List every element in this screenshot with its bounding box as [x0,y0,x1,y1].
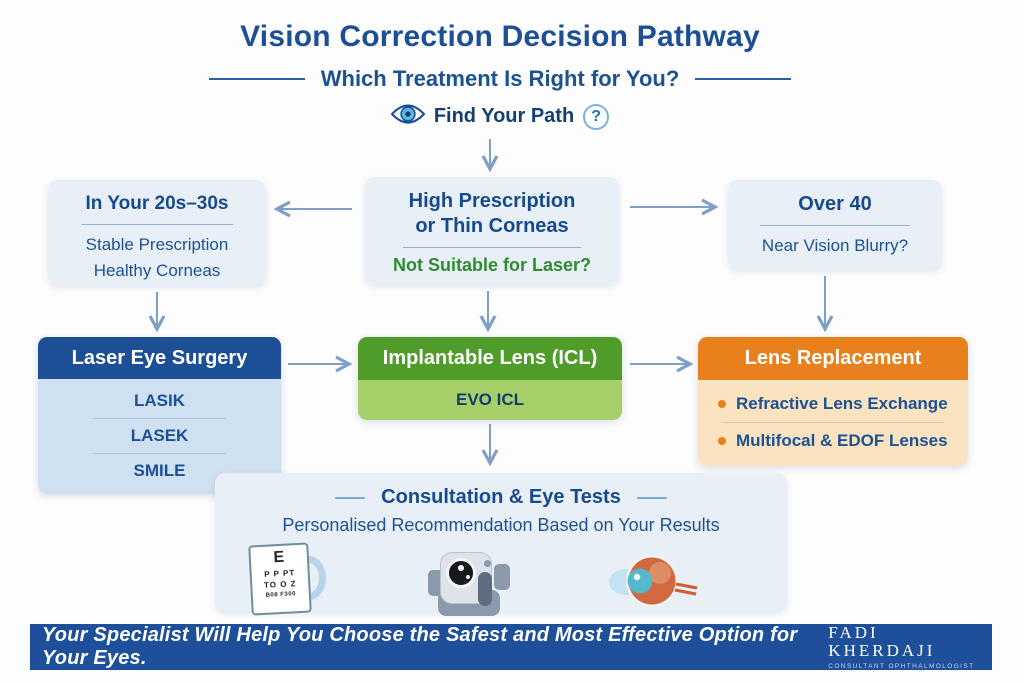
consultation-box: Consultation & Eye Tests Personalised Re… [215,473,787,616]
divider [403,247,581,248]
decision-box-high-prescription: High Prescription or Thin Corneas Not Su… [365,177,619,285]
eye-chart-row: E [273,548,285,567]
eye-anatomy-icon [604,551,700,616]
dash-rule [335,496,366,499]
eye-chart-row: B08 F300 [265,591,297,599]
treatment-header: Lens Replacement [698,337,968,380]
lens-option: Refractive Lens Exchange [698,388,968,420]
treatment-header: Implantable Lens (ICL) [358,337,622,380]
dash-rule [636,496,667,499]
footer-bar: Your Specialist Will Help You Choose the… [30,622,992,671]
decision-title: Over 40 [798,193,872,215]
consultation-title-row: Consultation & Eye Tests [335,486,667,509]
decision-note: Not Suitable for Laser? [392,255,592,275]
treatment-body: Refractive Lens Exchange Multifocal & ED… [698,380,968,466]
bullet-icon [718,400,726,408]
eye-chart-row: TO O Z [263,579,297,590]
decision-box-over-40: Over 40 Near Vision Blurry? [728,180,942,270]
decision-line: Stable Prescription [85,234,229,254]
lens-option-label: Multifocal & EDOF Lenses [736,431,948,450]
subtitle-left-rule [208,78,305,80]
decision-title: In Your 20s–30s [85,193,229,214]
specialist-name: FADI KHERDAJI [828,622,936,661]
footer-message: Your Specialist Will Help You Choose the… [42,624,798,669]
consultation-title: Consultation & Eye Tests [381,486,621,508]
consultation-icons: E P P PT TO O Z B08 F300 [248,542,700,616]
divider [80,223,234,225]
divider [722,422,944,423]
decision-title: High Prescription or Thin Corneas [409,189,576,239]
decision-title-line1: High Prescription [408,190,576,212]
decision-box-20s-30s: In Your 20s–30s Stable Prescription Heal… [48,180,266,286]
decision-line: Near Vision Blurry? [761,236,909,255]
treatment-header: Laser Eye Surgery [38,337,281,379]
help-icon: ? [583,103,610,130]
laser-option: LASEK [130,426,189,445]
laser-option: LASIK [134,391,185,410]
eye-icon [390,103,426,130]
lens-option: Multifocal & EDOF Lenses [698,425,968,457]
eye-chart-row: P P PT [263,568,296,579]
lens-option-label: Refractive Lens Exchange [736,394,948,413]
divider [92,418,227,419]
treatment-box-lens-replacement: Lens Replacement Refractive Lens Exchang… [698,337,968,466]
footer-credential: FADI KHERDAJI CONSULTANT OPHTHALMOLOGIST [828,622,978,671]
subtitle-right-rule [695,78,792,80]
subtitle-text: Which Treatment Is Right for You? [320,66,680,91]
phoropter-icon [428,550,512,616]
find-your-path-label: Find Your Path [433,105,575,127]
eye-chart-icon: E P P PT TO O Z B08 F300 [248,542,336,616]
decision-line: Healthy Corneas [93,261,221,281]
page-title: Vision Correction Decision Pathway [240,20,760,53]
eye-chart-card: E P P PT TO O Z B08 F300 [248,542,312,616]
treatment-box-icl: Implantable Lens (ICL) EVO ICL [358,337,622,420]
find-your-path: Find Your Path ? [0,103,1000,130]
laser-option: SMILE [133,461,186,480]
divider [92,453,227,454]
specialist-role: CONSULTANT OPHTHALMOLOGIST [828,663,975,671]
decision-title-line2: or Thin Corneas [415,215,569,237]
consultation-subtitle: Personalised Recommendation Based on You… [282,515,720,535]
bullet-icon [718,437,726,445]
treatment-body: EVO ICL [358,380,622,420]
divider [760,225,910,226]
treatment-box-laser: Laser Eye Surgery LASIK LASEK SMILE [38,337,281,494]
subtitle: Which Treatment Is Right for You? [0,66,1000,92]
